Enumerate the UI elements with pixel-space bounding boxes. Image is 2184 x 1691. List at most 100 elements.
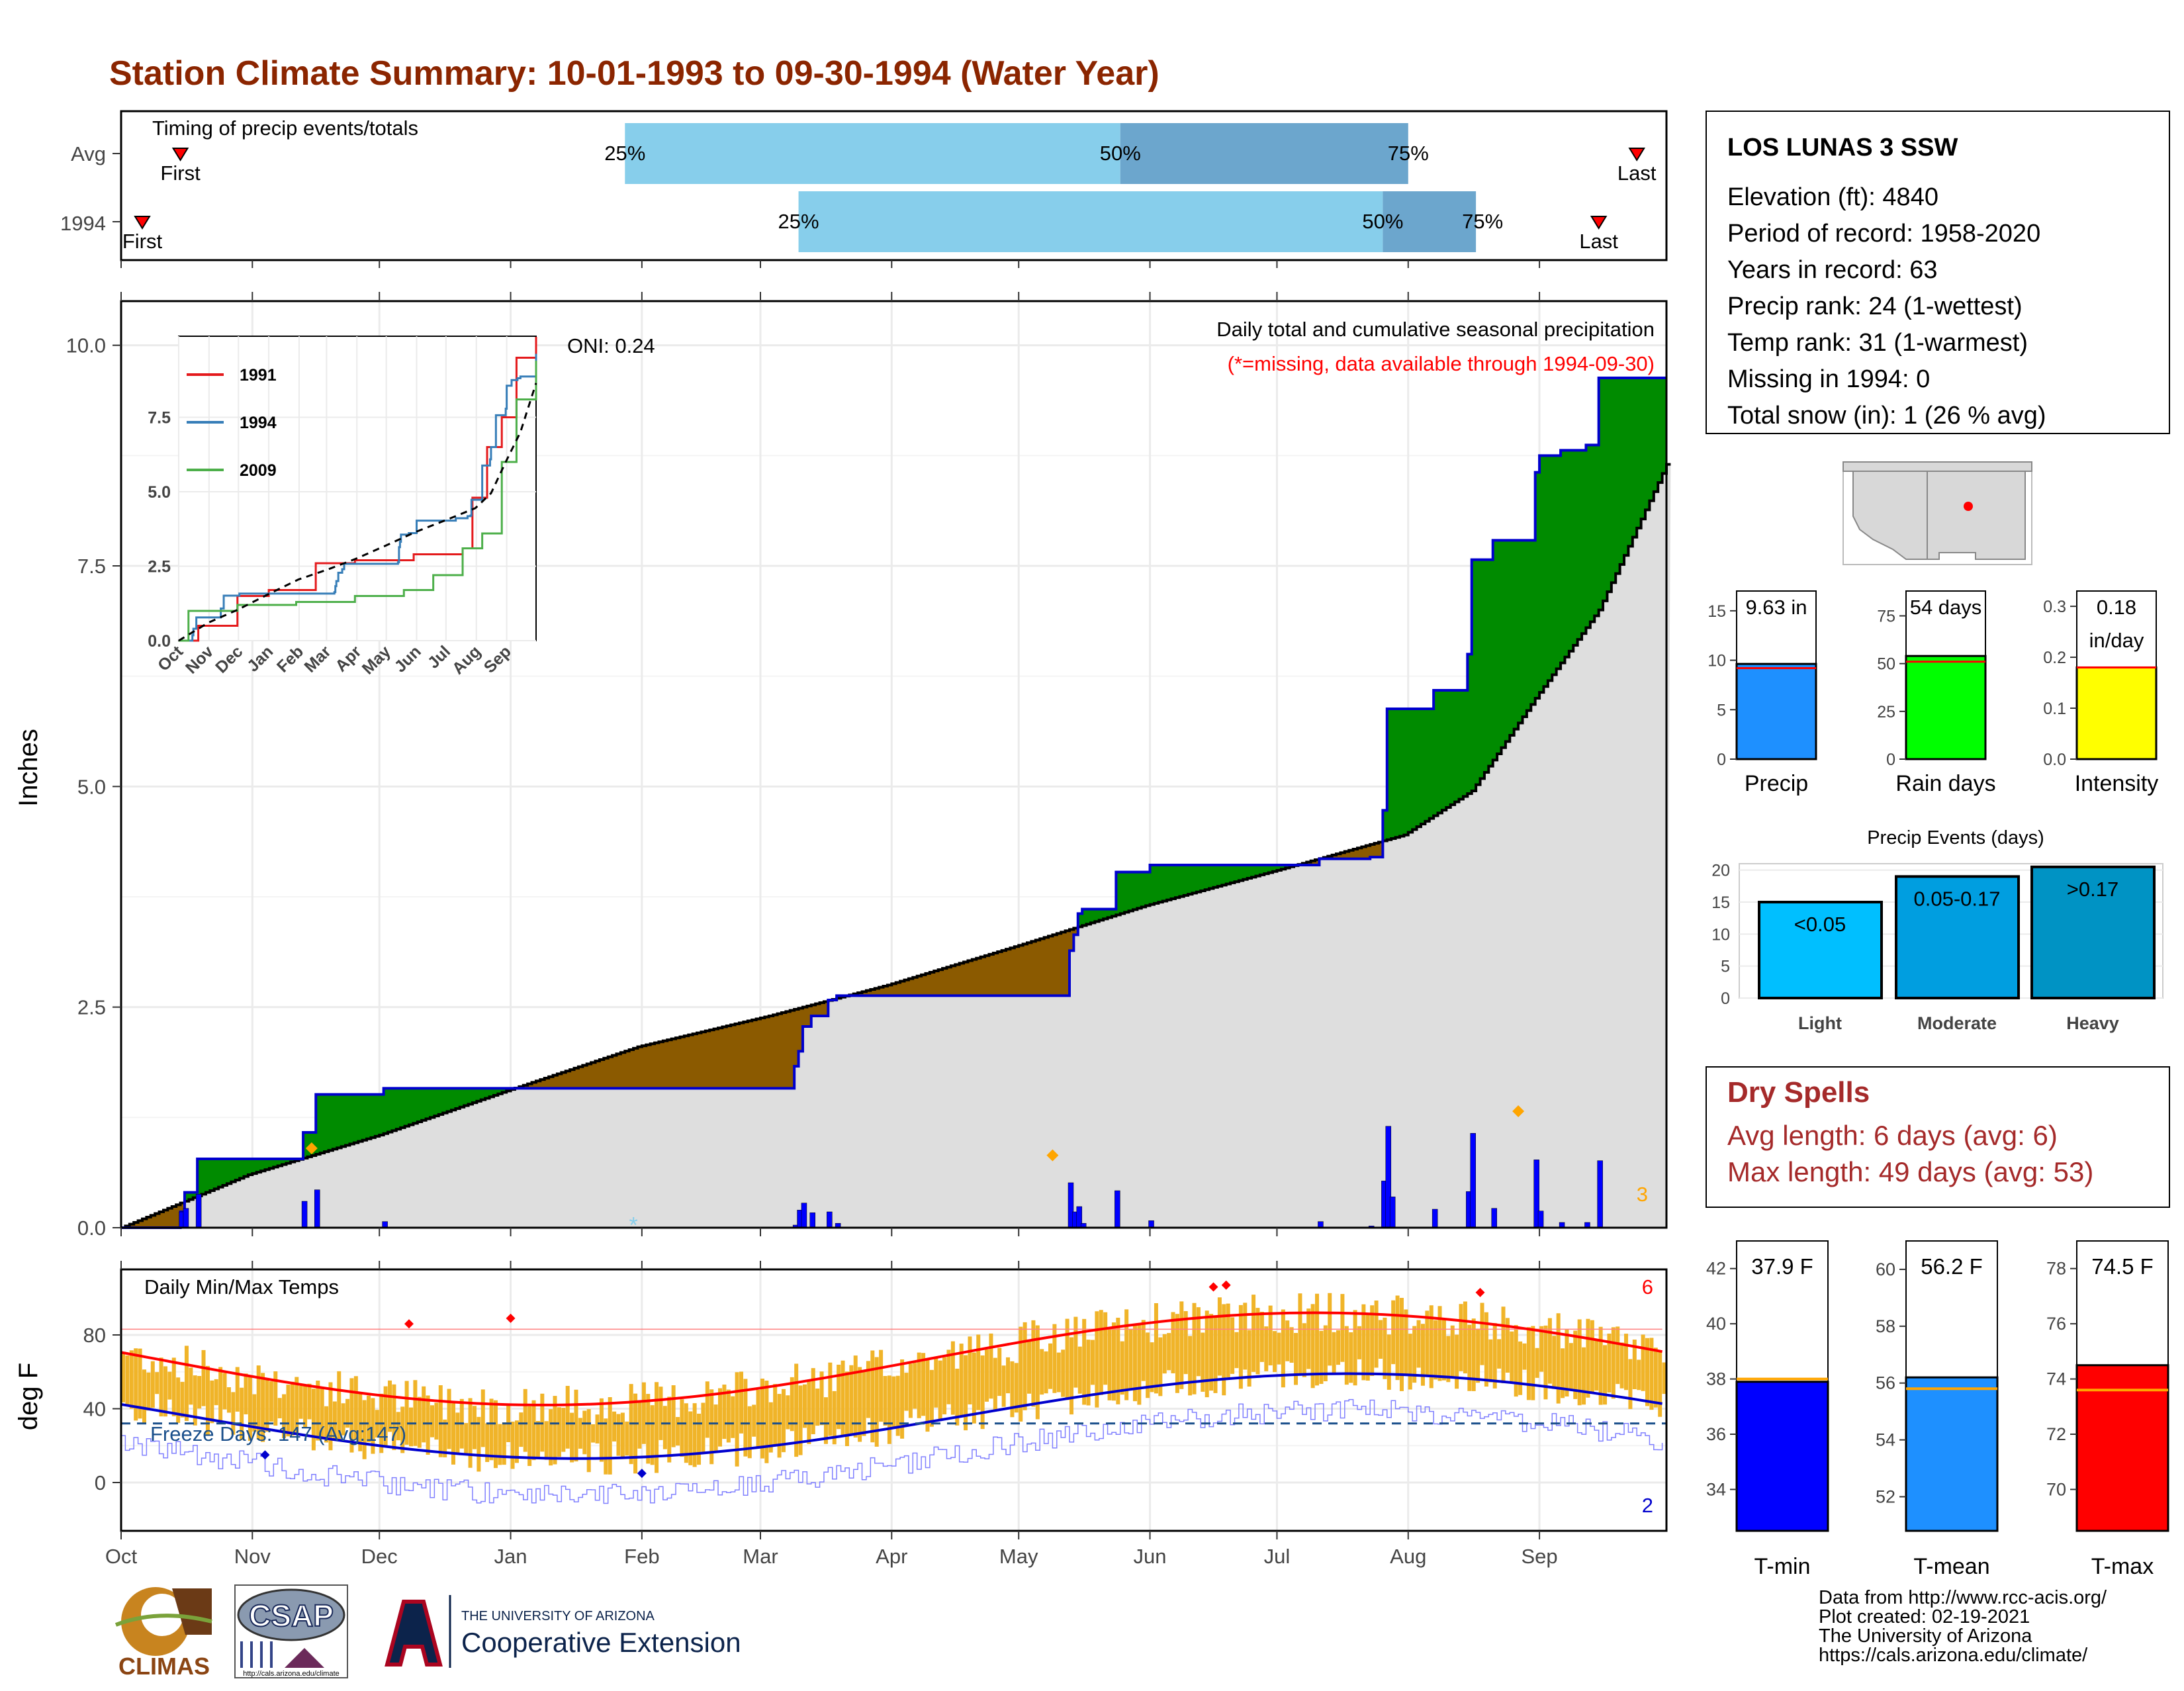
daily-precip-bar [1470,1133,1476,1228]
locator-map [1843,461,2032,565]
record-low-marker [637,1469,647,1479]
temp-corner-max: 6 [1642,1275,1653,1299]
events-category-label: Moderate [1917,1013,1997,1033]
precip-panel: * 0.0 2.5 5.0 7.5 10.0 Inches Daily total an… [14,292,1671,1240]
timing-q25-q50-bar [625,123,1120,184]
temp-value-text: 74.5 F [2091,1254,2154,1279]
temp-y-axis: 0 40 80 [83,1324,121,1494]
temp-panel: 0 40 80 deg F Daily Min/Max Temps Freeze D… [14,1261,1668,1568]
precip-note: Daily total and cumulative seasonal prec… [1216,318,1655,341]
inset-legend-label: 2009 [240,461,277,480]
summary-y-tick-label: 0 [1886,751,1895,769]
csap-url-text: http://cals.arizona.edu/climate [243,1670,340,1678]
precip-deficit-area [125,842,1383,1228]
events-y-tick-label: 10 [1711,925,1730,944]
summary-value-text: 9.63 in [1745,596,1807,619]
month-label-jan: Jan [494,1545,527,1568]
temp-label: Daily Min/Max Temps [144,1275,339,1299]
month-label-may: May [999,1545,1038,1568]
summary-y-tick-label: 10 [1707,652,1726,670]
timing-q25-q50-bar [798,191,1383,252]
temp-value-text: 56.2 F [1921,1254,1983,1279]
footer-line-data: Data from http://www.rcc-acis.org/ [1819,1587,2107,1608]
freeze-days-label: Freeze Days: 147 (Avg:147) [150,1422,406,1445]
month-label-mar: Mar [743,1545,778,1568]
summary-y-tick-label: 15 [1707,602,1726,621]
precip-cumulative-line [121,377,1666,1229]
timing-last-label: Last [1579,230,1618,253]
summary-y-tick-label: 25 [1877,703,1895,721]
ua-small-text: THE UNIVERSITY OF ARIZONA [461,1609,655,1623]
inset-chart: 1991199420090.02.55.07.5OctNovDecJanFebM… [148,336,537,678]
temp-bar-y-tick-label: 70 [2046,1479,2066,1499]
summary-y-tick-label: 50 [1877,655,1895,674]
summary-y-tick-label: 0.0 [2043,751,2066,769]
summary-value-unit: in/day [2089,629,2144,652]
timing-label: Timing of precip events/totals [152,116,418,140]
temp-bar-y-tick-label: 34 [1706,1479,1726,1499]
snow-marker [1046,1149,1059,1162]
summary-bar-label: Rain days [1895,771,1995,796]
temp-bar-y-tick-label: 74 [2046,1369,2066,1389]
dry-spells-title: Dry Spells [1727,1076,1870,1109]
snow-marker [1512,1105,1525,1117]
tmin-avg-line [120,1372,1662,1460]
inset-y-tick-label: 0.0 [148,632,171,651]
daily-precip-bar [827,1211,833,1228]
temperature-bar-charts: 37.9 F 34 36 38 40 42 T-min 56.2 F 52 54 56 58 60 T-m… [1706,1240,2169,1579]
temp-bar-y-tick-label: 72 [2046,1424,2066,1444]
station-line-period: Period of record: 1958-2020 [1727,220,2040,248]
month-label-feb: Feb [624,1545,659,1568]
footer-credits: Data from http://www.rcc-acis.org/ Plot … [1819,1587,2107,1666]
events-bar-light [1758,901,1883,999]
station-info-box: LOS LUNAS 3 SSW Elevation (ft): 4840 Per… [1706,111,2170,434]
temp-bar-y-tick-label: 42 [1706,1259,1726,1279]
inset-y-tick-label: 5.0 [148,483,171,502]
summary-bar-label: Intensity [2075,771,2159,796]
station-location-marker [1964,502,1973,511]
events-y-tick-label: 20 [1711,862,1730,880]
summary-bar-rain-days [1905,655,1987,760]
month-label-sep: Sep [1521,1545,1557,1568]
station-line-years: Years in record: 63 [1727,256,1938,284]
daily-precip-bar [183,1208,189,1228]
temp-y-tick-label: 80 [83,1324,106,1347]
temp-bar-label: T-mean [1913,1554,1989,1579]
temp-bar-y-tick-label: 58 [1876,1316,1895,1336]
summary-bar-precip [1735,663,1817,760]
temp-bar-y-tick-label: 78 [2046,1259,2066,1279]
record-low-marker [260,1450,270,1460]
precip-events-chart: Precip Events (days) 0 5 10 15 20 <0.05 Light 0… [1711,827,2163,1033]
inset-avg-line [178,383,537,642]
month-label-jul: Jul [1264,1545,1291,1568]
month-label-dec: Dec [361,1545,398,1568]
timing-first-label: First [122,230,163,253]
summary-y-tick-label: 0 [1717,751,1726,769]
record-high-marker [506,1313,516,1323]
temp-bar-t-mean [1905,1376,1999,1532]
summary-bar-charts: 9.63 in 0 5 10 15 Precip 54 days 0 25 50 75 Rain da… [1707,590,2159,796]
precip-surplus-area [184,378,1667,1201]
temp-bar-t-min [1735,1381,1829,1532]
inset-series-line-1994 [179,353,537,642]
timing-first-label: First [160,161,201,185]
timing-panel: Timing of precip events/totals Avg 1994 … [60,110,1668,268]
precip-avg-area [121,464,1671,1228]
timing-row-1994-label: 1994 [60,212,106,235]
timing-q50-label: 50% [1362,210,1403,233]
tmax-avg-line [120,1311,1662,1406]
temp-corner-min: 2 [1642,1494,1653,1517]
precip-y-tick-label: 7.5 [77,555,106,578]
daily-precip-bar [195,1194,202,1228]
csap-logo: CSAP http://cals.arizona.edu/climate [234,1584,348,1678]
summary-y-tick-label: 0.1 [2043,700,2066,718]
precip-plot-area: * [121,377,1671,1238]
summary-bar-intensity [2075,666,2158,760]
timing-q50-label: 50% [1100,142,1141,165]
dry-spells-avg: Avg length: 6 days (avg: 6) [1727,1120,2058,1151]
daily-precip-bar [301,1201,308,1228]
timing-q25-label: 25% [778,210,819,233]
dry-spells-box: Dry Spells Avg length: 6 days (avg: 6) M… [1706,1066,2170,1208]
footer-line-url: https://cals.arizona.edu/climate/ [1819,1645,2088,1666]
month-label-jun: Jun [1134,1545,1167,1568]
